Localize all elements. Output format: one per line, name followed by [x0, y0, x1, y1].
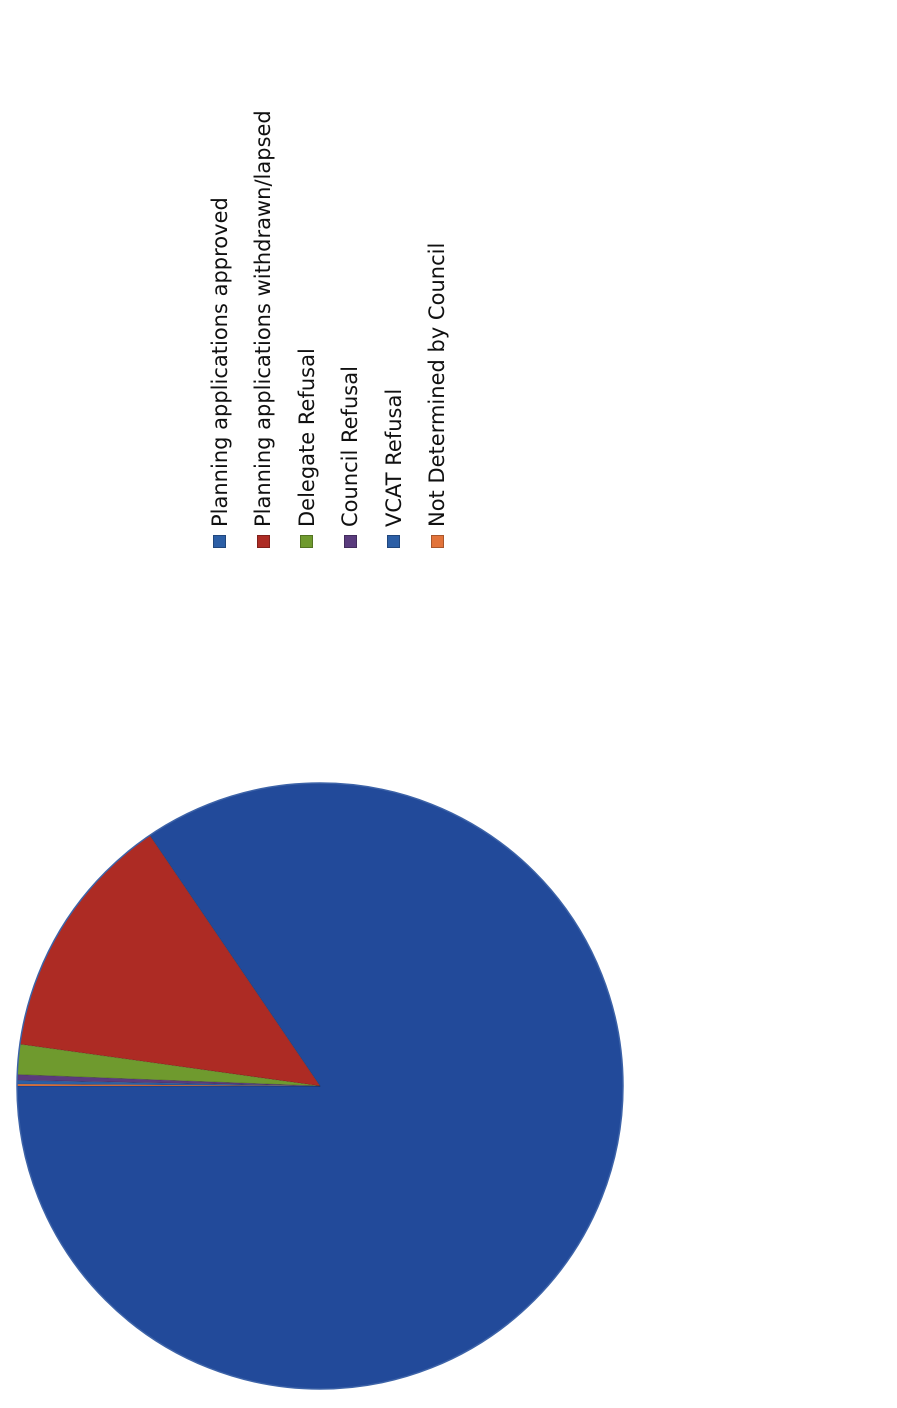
- legend-label-delegate-refusal: Delegate Refusal: [294, 348, 319, 527]
- legend-item-approved: Planning applications approved: [198, 0, 242, 548]
- legend-item-withdrawn-lapsed: Planning applications withdrawn/lapsed: [242, 0, 286, 548]
- legend-swatch-not-determined: [430, 535, 444, 548]
- legend-label-approved: Planning applications approved: [207, 197, 232, 527]
- legend-swatch-council-refusal: [343, 535, 357, 548]
- pie-outline: [16, 782, 624, 1390]
- legend-label-council-refusal: Council Refusal: [338, 366, 363, 527]
- legend-label-not-determined: Not Determined by Council: [425, 242, 450, 527]
- legend-label-withdrawn-lapsed: Planning applications withdrawn/lapsed: [251, 110, 276, 527]
- legend-item-council-refusal: Council Refusal: [329, 0, 373, 548]
- pie-slices: [16, 782, 624, 1390]
- legend-swatch-withdrawn-lapsed: [256, 535, 270, 548]
- chart-legend: Planning applications approved Planning …: [198, 0, 458, 548]
- legend-swatch-vcat-refusal: [387, 535, 401, 548]
- legend-item-not-determined: Not Determined by Council: [416, 0, 460, 548]
- legend-swatch-delegate-refusal: [300, 535, 314, 548]
- legend-swatch-approved: [213, 535, 227, 548]
- legend-item-vcat-refusal: VCAT Refusal: [372, 0, 416, 548]
- legend-item-delegate-refusal: Delegate Refusal: [285, 0, 329, 548]
- legend-label-vcat-refusal: VCAT Refusal: [381, 388, 406, 527]
